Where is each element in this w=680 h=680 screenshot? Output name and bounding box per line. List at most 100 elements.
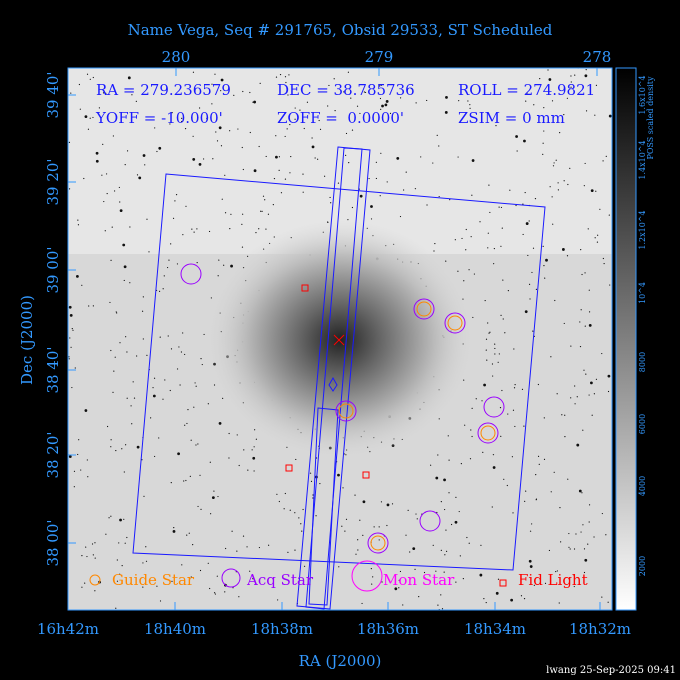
star <box>141 310 144 312</box>
star <box>158 437 160 439</box>
star <box>558 602 560 604</box>
star <box>230 264 233 268</box>
star <box>461 237 463 240</box>
star <box>329 196 331 199</box>
star <box>170 348 173 350</box>
star <box>195 444 197 446</box>
star <box>487 322 489 324</box>
star <box>294 118 296 120</box>
star <box>333 78 335 80</box>
star <box>284 76 287 78</box>
star <box>91 543 94 545</box>
star <box>445 529 447 531</box>
star <box>258 145 260 148</box>
star <box>522 203 524 205</box>
star <box>444 554 446 556</box>
star <box>471 159 475 162</box>
star <box>224 212 227 214</box>
star <box>507 413 509 415</box>
star <box>228 457 230 459</box>
star <box>152 394 156 398</box>
star <box>312 494 314 496</box>
star <box>190 439 192 441</box>
star <box>414 568 416 570</box>
star <box>590 381 593 385</box>
star <box>602 160 604 162</box>
star <box>537 455 540 457</box>
top-tick-label: 278 <box>583 48 612 66</box>
star <box>242 535 245 537</box>
star <box>303 565 306 567</box>
star <box>84 115 88 119</box>
star <box>95 159 99 163</box>
star <box>216 140 219 142</box>
star <box>286 128 288 130</box>
star <box>514 384 516 386</box>
info: ZOFF = 0.0000' <box>277 109 404 127</box>
star <box>492 454 495 456</box>
star <box>535 288 538 290</box>
star <box>504 332 506 334</box>
star <box>236 550 238 552</box>
star <box>230 213 232 215</box>
star <box>202 158 205 160</box>
star <box>179 384 181 386</box>
star <box>213 490 215 492</box>
star <box>212 158 214 160</box>
star <box>123 279 125 282</box>
star <box>543 107 545 109</box>
star <box>125 444 127 446</box>
star <box>229 228 231 230</box>
star <box>284 178 287 180</box>
star <box>521 388 524 390</box>
star <box>458 100 460 102</box>
star <box>584 272 586 274</box>
star <box>126 397 128 399</box>
star <box>488 332 490 334</box>
x-axis-label: RA (J2000) <box>299 652 382 670</box>
star <box>162 398 164 400</box>
star <box>98 107 100 109</box>
star <box>68 188 71 190</box>
star <box>146 218 148 220</box>
star <box>547 69 549 71</box>
star <box>255 438 257 440</box>
star <box>587 543 589 545</box>
star <box>368 177 370 180</box>
star <box>81 555 83 557</box>
star <box>78 439 80 441</box>
star <box>516 150 518 152</box>
star <box>192 135 194 137</box>
star <box>467 100 469 102</box>
star <box>601 512 603 515</box>
star <box>108 517 110 519</box>
star <box>545 258 548 262</box>
star <box>570 81 572 83</box>
star <box>101 174 103 176</box>
star <box>104 230 106 232</box>
star <box>399 215 402 218</box>
star <box>563 322 565 325</box>
star <box>75 274 79 278</box>
star <box>595 84 598 86</box>
star <box>185 205 187 207</box>
star <box>426 204 428 206</box>
star <box>156 585 158 587</box>
title: Name Vega, Seq # 291765, Obsid 29533, ST… <box>128 21 553 39</box>
y-axis-label: Dec (J2000) <box>18 295 36 385</box>
star <box>469 458 472 460</box>
star <box>193 231 195 233</box>
colorbar-tick-label: 6000 <box>638 414 647 434</box>
star <box>553 162 555 164</box>
star <box>576 396 578 398</box>
star <box>273 177 276 180</box>
star <box>399 97 402 99</box>
star <box>79 108 81 110</box>
star <box>127 76 131 80</box>
star <box>493 247 495 250</box>
star <box>265 228 267 230</box>
star <box>83 177 85 180</box>
star <box>359 112 361 115</box>
star <box>277 599 279 601</box>
star <box>524 191 526 194</box>
